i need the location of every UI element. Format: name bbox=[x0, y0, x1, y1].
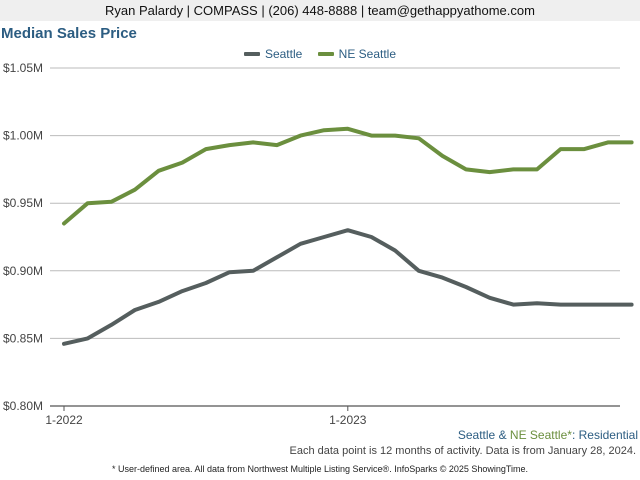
series-line-seattle[interactable] bbox=[62, 228, 634, 346]
y-tick-label: $1.00M bbox=[3, 129, 43, 143]
chart-subtitle: Seattle & NE Seattle*: Residential bbox=[458, 428, 638, 442]
data-note: Each data point is 12 months of activity… bbox=[289, 445, 636, 457]
axes: $0.80M $0.85M $0.90M $0.95M $1.00M $1.05M 1-20… bbox=[3, 61, 367, 427]
x-tick-label: 1-2022 bbox=[45, 413, 83, 427]
y-tick-label: $0.95M bbox=[3, 196, 43, 210]
contact-line: Ryan Palardy | COMPASS | (206) 448-8888 … bbox=[105, 3, 535, 18]
chart-legend: Seattle NE Seattle bbox=[0, 45, 640, 61]
contact-header: Ryan Palardy | COMPASS | (206) 448-8888 … bbox=[0, 0, 640, 21]
legend-swatch-ne-seattle bbox=[317, 52, 334, 56]
series-lines bbox=[62, 126, 634, 346]
legend-swatch-seattle bbox=[243, 52, 260, 56]
legend-item-ne-seattle[interactable]: NE Seattle bbox=[317, 47, 397, 61]
source-note: * User-defined area. All data from North… bbox=[111, 464, 529, 474]
y-tick-label: $0.85M bbox=[3, 331, 43, 345]
legend-item-seattle[interactable]: Seattle bbox=[243, 47, 303, 61]
subtitle-ne-seattle: NE Seattle* bbox=[509, 428, 572, 442]
subtitle-seattle: Seattle bbox=[457, 428, 496, 442]
chart-title: Median Sales Price bbox=[1, 25, 137, 42]
grid-lines bbox=[50, 67, 620, 407]
y-tick-label: $0.80M bbox=[3, 399, 43, 413]
legend-label-seattle: Seattle bbox=[264, 47, 303, 61]
series-line-ne-seattle[interactable] bbox=[62, 126, 634, 226]
subtitle-residential: Residential bbox=[578, 428, 638, 442]
x-tick-label: 1-2023 bbox=[329, 413, 367, 427]
y-tick-label: $1.05M bbox=[3, 61, 43, 75]
subtitle-colon: : bbox=[571, 428, 579, 442]
legend-label-ne-seattle: NE Seattle bbox=[338, 47, 397, 61]
subtitle-amp: & bbox=[495, 428, 510, 442]
y-tick-label: $0.90M bbox=[3, 264, 43, 278]
